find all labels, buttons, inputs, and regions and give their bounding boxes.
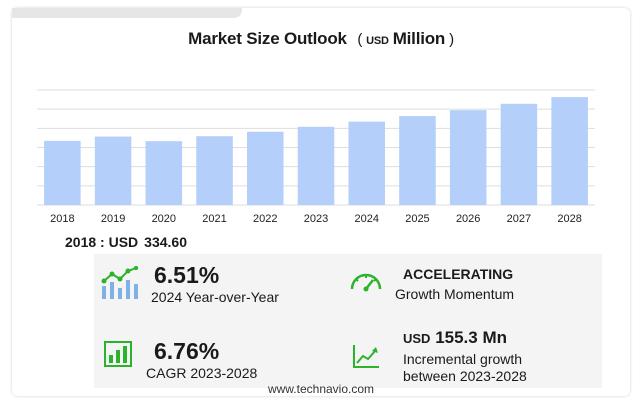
title-unit-group: ( USD Million ) [357, 29, 454, 48]
bar-2027 [500, 103, 538, 205]
chart-title: Market Size Outlook ( USD Million ) [0, 29, 642, 49]
bar-2020 [145, 141, 183, 205]
yoy-label: 2024 Year-over-Year [151, 289, 279, 305]
bar-2018 [44, 140, 81, 205]
bar-2021 [196, 136, 233, 205]
tick-label-2026: 2026 [456, 213, 480, 225]
bar-2022 [247, 131, 284, 205]
cagr-label: CAGR 2023-2028 [146, 365, 258, 381]
momentum-value: ACCELERATING [403, 266, 514, 282]
stats-panel [94, 254, 602, 388]
bar-2028 [551, 97, 588, 205]
bar-2024 [348, 121, 385, 205]
tick-label-2018: 2018 [50, 213, 74, 225]
bar-2025 [399, 116, 436, 205]
top-shade [12, 8, 242, 18]
incremental-amount: 155.3 Mn [435, 328, 507, 347]
base-year-value: 334.60 [144, 234, 187, 250]
title-paren-open: ( [357, 31, 363, 48]
tick-label-2019: 2019 [101, 213, 125, 225]
title-million: Million [392, 29, 446, 48]
tick-label-2022: 2022 [253, 213, 277, 225]
yoy-value: 6.51% [154, 262, 220, 288]
title-main: Market Size Outlook [188, 29, 347, 48]
incremental-label-1: Incremental growth [403, 351, 523, 367]
base-year-text: 2018 : USD [65, 234, 139, 250]
incremental-label-2: between 2023-2028 [403, 368, 527, 384]
tick-label-2028: 2028 [557, 213, 581, 225]
tick-label-2027: 2027 [507, 213, 531, 225]
bar-2019 [94, 136, 132, 205]
speedometer-icon [350, 273, 382, 292]
title-paren-close: ) [449, 31, 454, 48]
cagr-value: 6.76% [154, 338, 220, 364]
bar-2026 [449, 110, 487, 205]
bar-chart: 2018 2019 2020 2021 2022 2023 2024 2025 2026 2027… [37, 89, 595, 225]
tick-label-2023: 2023 [304, 213, 328, 225]
trend-line-icon [353, 345, 379, 368]
growth-bars-icon [101, 266, 139, 299]
bar-chart-icon [104, 341, 132, 367]
tick-label-2021: 2021 [202, 213, 226, 225]
base-year-label: 2018 : USD 334.60 [65, 234, 187, 250]
tick-label-2025: 2025 [405, 213, 429, 225]
incremental-unit: USD [403, 331, 431, 346]
momentum-label: Growth Momentum [395, 286, 515, 302]
footer-url: www.technavio.com [267, 382, 375, 396]
title-unit: USD [366, 35, 389, 47]
bar-2023 [297, 126, 335, 205]
tick-label-2024: 2024 [354, 213, 378, 225]
incremental-value: USD 155.3 Mn [403, 328, 507, 349]
tick-label-2020: 2020 [152, 213, 176, 225]
